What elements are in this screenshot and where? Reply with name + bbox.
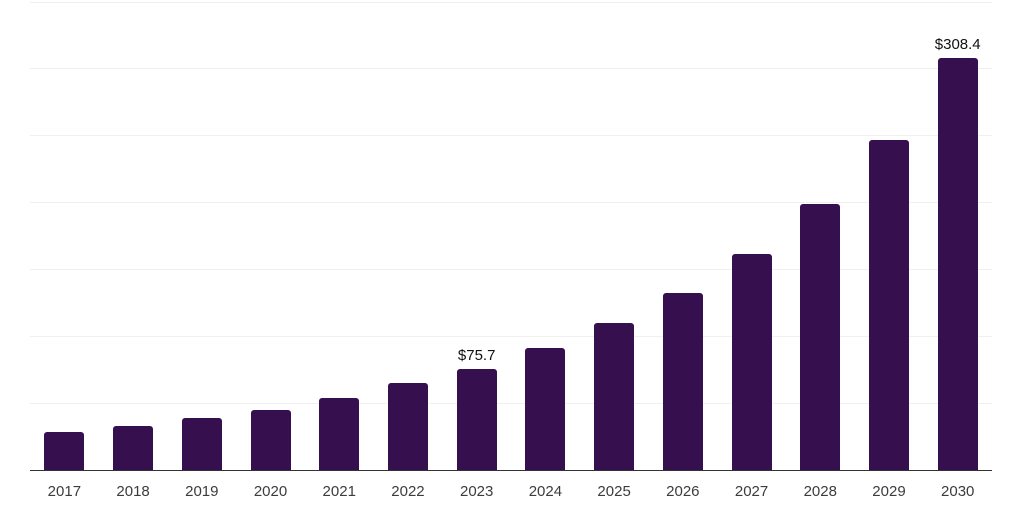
- bar-2022: [387, 383, 428, 470]
- bar-slot-2020: [236, 2, 305, 470]
- bar-slot-2030: $308.4: [923, 2, 992, 470]
- bar-slot-2022: [374, 2, 443, 470]
- x-tick-2023: 2023: [459, 483, 494, 500]
- bar-slot-2018: [99, 2, 168, 470]
- x-tick-2024: 2024: [528, 483, 563, 500]
- x-tick-2028: 2028: [803, 483, 837, 500]
- bar-2020: [250, 409, 291, 470]
- x-tick-2021: 2021: [322, 483, 356, 500]
- x-tick-2017: 2017: [47, 483, 82, 500]
- bar-slot-2023: $75.7: [442, 2, 511, 470]
- x-tick-2019: 2019: [185, 483, 219, 500]
- bar-2029: [868, 140, 909, 470]
- gridline-250: [30, 135, 992, 137]
- bar-2027: [731, 253, 772, 470]
- bar-slot-2027: [717, 2, 786, 470]
- gridline-50: [30, 402, 992, 404]
- bar-slot-2024: [511, 2, 580, 470]
- x-tick-2025: 2025: [597, 483, 631, 500]
- bar-slot-2019: [167, 2, 236, 470]
- bar-2018: [113, 425, 154, 470]
- x-tick-2029: 2029: [872, 483, 906, 500]
- bar-2017: [44, 432, 85, 470]
- bar-2025: [594, 322, 635, 470]
- bar-2021: [319, 398, 360, 470]
- gridline-100: [30, 335, 992, 337]
- bar-2026: [662, 292, 703, 470]
- bar-2024: [525, 348, 566, 470]
- x-tick-2027: 2027: [734, 483, 769, 500]
- bar-slot-2021: [305, 2, 374, 470]
- bar-2023: [456, 368, 497, 470]
- x-axis-labels: 2017 2018 2019 2020 2021 2022 2023 2024 2025 2026…: [30, 483, 992, 501]
- bars-row: $75.7 $308.4: [30, 2, 992, 470]
- x-tick-2018: 2018: [116, 483, 150, 500]
- data-label-2030: $308.4: [934, 35, 981, 53]
- bar-2028: [800, 203, 841, 470]
- x-tick-2030: 2030: [941, 483, 975, 500]
- bar-2030: [937, 57, 978, 470]
- x-axis-line: [30, 469, 992, 471]
- gridline-350: [30, 1, 992, 3]
- bar-slot-2026: [648, 2, 717, 470]
- bar-slot-2028: [786, 2, 855, 470]
- gridline-150: [30, 268, 992, 270]
- x-tick-2026: 2026: [666, 483, 700, 500]
- bar-slot-2025: [580, 2, 649, 470]
- gridline-200: [30, 202, 992, 204]
- data-label-2023: $75.7: [457, 346, 496, 364]
- x-tick-2022: 2022: [391, 483, 425, 500]
- plot-area: $75.7 $308.4: [30, 1, 992, 471]
- bar-slot-2017: [30, 2, 99, 470]
- gridline-300: [30, 68, 992, 70]
- bar-2019: [181, 417, 222, 470]
- bar-slot-2029: [855, 2, 924, 470]
- x-tick-2020: 2020: [253, 483, 288, 500]
